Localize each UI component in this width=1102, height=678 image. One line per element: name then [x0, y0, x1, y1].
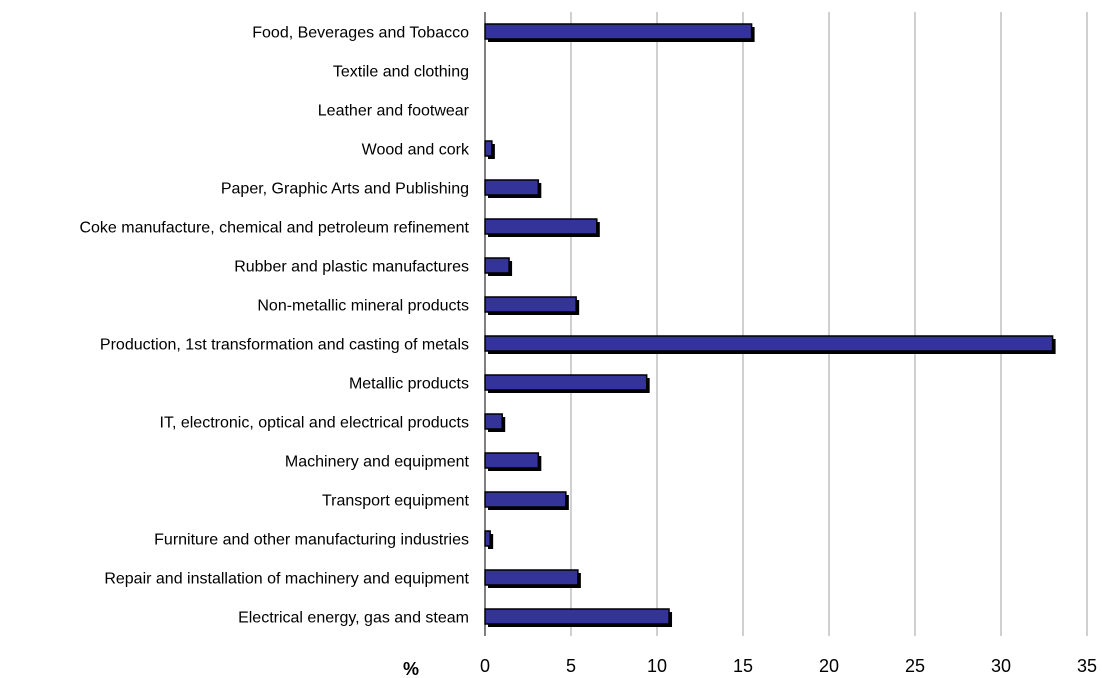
- category-label: Metallic products: [349, 376, 469, 393]
- category-label: Non-metallic mineral products: [257, 298, 469, 315]
- bar: [484, 23, 753, 40]
- x-tick-label: 30: [991, 656, 1011, 676]
- category-label: Transport equipment: [322, 493, 470, 510]
- grid-lines: [570, 12, 1088, 636]
- x-tick-label: 25: [905, 656, 925, 676]
- x-axis-tick-labels: 0 5 10 15 20 25 30 35: [480, 656, 1097, 676]
- bar: [484, 491, 567, 508]
- bar: [484, 335, 1054, 352]
- category-label: Paper, Graphic Arts and Publishing: [221, 181, 469, 198]
- bar: [484, 179, 540, 196]
- category-label: Coke manufacture, chemical and petroleum…: [79, 220, 469, 237]
- category-labels: Food, Beverages and Tobacco Textile and c…: [79, 25, 470, 627]
- category-label: IT, electronic, optical and electrical p…: [160, 415, 469, 432]
- bar: [484, 608, 670, 625]
- category-label: Repair and installation of machinery and…: [104, 571, 469, 588]
- bars: [484, 23, 1056, 627]
- category-label: Rubber and plastic manufactures: [234, 259, 469, 276]
- category-label: Leather and footwear: [318, 103, 470, 120]
- bar: [484, 413, 503, 430]
- category-label: Textile and clothing: [333, 64, 469, 81]
- x-tick-label: 0: [480, 656, 490, 676]
- bar: [484, 452, 540, 469]
- category-label: Production, 1st transformation and casti…: [100, 337, 469, 354]
- x-axis-unit-label: %: [403, 659, 419, 678]
- category-label: Furniture and other manufacturing indust…: [154, 532, 469, 549]
- category-label: Wood and cork: [362, 142, 470, 159]
- bar: [484, 257, 510, 274]
- bar: [484, 140, 493, 157]
- category-label: Electrical energy, gas and steam: [238, 610, 469, 627]
- x-tick-label: 5: [566, 656, 576, 676]
- category-label: Machinery and equipment: [285, 454, 470, 471]
- bar: [484, 218, 598, 235]
- bar: [484, 296, 577, 313]
- x-tick-label: 20: [819, 656, 839, 676]
- bar: [484, 530, 491, 547]
- bar: [484, 374, 648, 391]
- x-tick-label: 10: [647, 656, 667, 676]
- x-tick-label: 35: [1077, 656, 1097, 676]
- category-label: Food, Beverages and Tobacco: [252, 25, 469, 42]
- x-tick-label: 15: [733, 656, 753, 676]
- bar: [484, 569, 579, 586]
